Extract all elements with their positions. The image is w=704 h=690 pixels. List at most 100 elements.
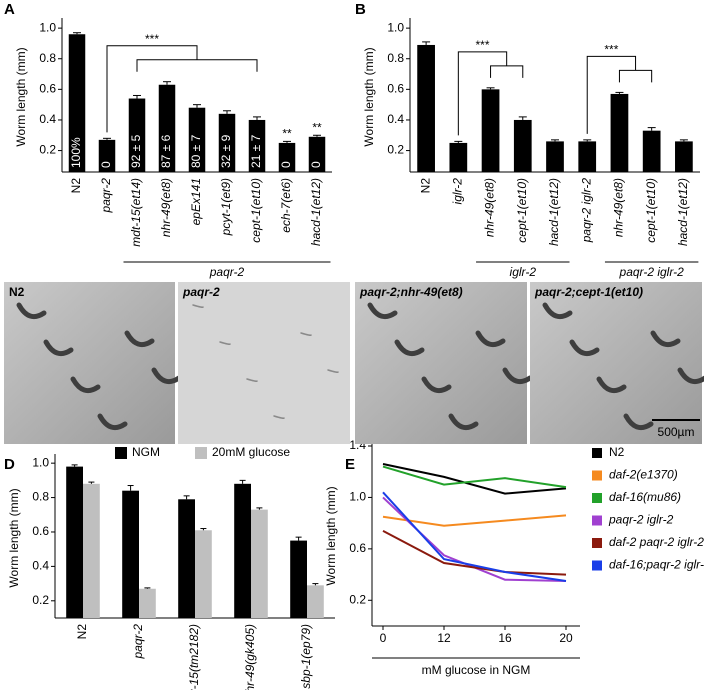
scale-bar-label: 500µm <box>658 425 695 439</box>
y-tick-label: 0.8 <box>387 51 404 65</box>
x-tick-label: N2 <box>418 178 432 194</box>
bar <box>449 142 468 172</box>
y-tick-label: 1.0 <box>387 20 404 34</box>
y-tick-label: 1.0 <box>32 455 49 469</box>
x-axis-label: mM glucose in NGM <box>422 663 531 677</box>
worm <box>596 376 627 394</box>
legend-swatch <box>592 560 602 571</box>
worm <box>650 330 681 348</box>
bar <box>83 483 100 618</box>
y-tick-label: 1.0 <box>39 20 56 34</box>
significance-label: *** <box>475 38 489 52</box>
y-tick-label: 0.4 <box>387 112 404 126</box>
x-tick-label: nhr-49(et8) <box>483 178 497 237</box>
worm <box>475 330 506 348</box>
panel-label: D <box>4 456 15 473</box>
bar <box>68 34 86 172</box>
worm <box>97 413 128 431</box>
bar <box>98 139 116 172</box>
x-tick-label: pcyt-1(et9) <box>219 178 233 236</box>
group-label: paqr-2 iglr-2 <box>619 265 685 279</box>
micrograph <box>355 282 527 444</box>
bar-label: 0 <box>279 161 293 168</box>
x-tick-label: hacd-1(et12) <box>309 178 323 246</box>
worm <box>569 339 600 357</box>
y-tick-label: 1.0 <box>349 490 366 504</box>
x-tick-label: paqr-2 <box>99 178 113 214</box>
group-label: paqr-2 <box>209 265 245 279</box>
x-tick-label: 20 <box>559 631 573 645</box>
legend-label: daf-16(mu86) <box>609 490 681 504</box>
legend-swatch <box>115 447 127 459</box>
micrograph-label: paqr-2;cept-1(et10) <box>534 285 643 299</box>
micrograph-label: paqr-2 <box>182 285 220 299</box>
x-tick-label: sbp-1(ep79) <box>299 624 313 689</box>
bar-label: 21 ± 7 <box>249 134 263 168</box>
x-tick-label: hacd-1(et12) <box>547 178 561 246</box>
significance-bracket <box>586 55 653 134</box>
series-line <box>382 463 567 495</box>
legend-swatch <box>592 493 602 503</box>
legend-label: NGM <box>132 445 160 459</box>
worm <box>300 332 312 336</box>
bar <box>578 141 597 172</box>
y-tick-label: 0.2 <box>32 593 49 607</box>
worm <box>43 339 74 357</box>
bar <box>128 98 146 172</box>
micrograph-label: paqr-2;nhr-49(et8) <box>359 285 463 299</box>
worm <box>151 367 182 385</box>
x-tick-label: hacd-1(et12) <box>676 178 690 246</box>
panel-label: A <box>4 1 15 18</box>
bar <box>675 141 693 172</box>
y-axis-label: Worm length (mm) <box>14 47 28 146</box>
bar <box>307 585 324 618</box>
bar <box>178 499 195 618</box>
bar-label: 32 ± 9 <box>219 134 233 168</box>
y-tick-label: 0.4 <box>39 112 56 126</box>
y-tick-label: 0.8 <box>32 490 49 504</box>
worm <box>192 304 204 308</box>
micrograph-label: N2 <box>9 285 25 299</box>
bar <box>308 136 326 172</box>
bar <box>417 44 435 172</box>
bar <box>546 141 564 172</box>
x-tick-label: cept-1(et10) <box>249 178 263 243</box>
x-tick-label: cept-1(et10) <box>644 178 658 243</box>
bar <box>513 119 532 172</box>
bar <box>642 130 661 172</box>
worm <box>542 302 573 320</box>
worm <box>246 378 258 382</box>
significance-label: ** <box>312 120 322 134</box>
legend-swatch <box>195 447 207 459</box>
bar <box>481 89 500 172</box>
significance-bracket <box>106 45 258 133</box>
bar-label: 0 <box>99 161 113 168</box>
bar <box>290 540 307 618</box>
worm <box>367 302 398 320</box>
significance-label: *** <box>145 32 159 46</box>
bar-label: 92 ± 5 <box>129 134 143 168</box>
series-line <box>382 529 567 576</box>
x-tick-label: nhr-49(gk405) <box>243 624 257 690</box>
y-axis-label: Worm length (mm) <box>362 47 376 146</box>
worm <box>677 367 704 385</box>
bar-label: 80 ± 7 <box>189 134 203 168</box>
x-tick-label: ech-7(et6) <box>279 178 293 233</box>
legend-swatch <box>592 470 602 481</box>
x-tick-label: nhr-49(et8) <box>159 178 173 237</box>
bar <box>278 142 296 172</box>
x-tick-label: mdt-15(tm2182) <box>187 624 201 690</box>
x-tick-label: 16 <box>498 631 512 645</box>
bar <box>248 119 266 172</box>
series-line <box>382 514 567 527</box>
legend-label: daf-2 paqr-2 iglr-2 <box>609 535 704 549</box>
group-label: iglr-2 <box>510 265 537 279</box>
series-line <box>382 465 567 489</box>
legend-label: paqr-2 iglr-2 <box>608 513 674 527</box>
x-tick-label: epEx141 <box>189 178 203 225</box>
x-tick-label: cept-1(et10) <box>515 178 529 243</box>
x-tick-label: 12 <box>437 631 451 645</box>
y-tick-label: 0.8 <box>39 51 56 65</box>
x-tick-label: N2 <box>75 624 89 640</box>
panel-label: E <box>345 456 355 473</box>
